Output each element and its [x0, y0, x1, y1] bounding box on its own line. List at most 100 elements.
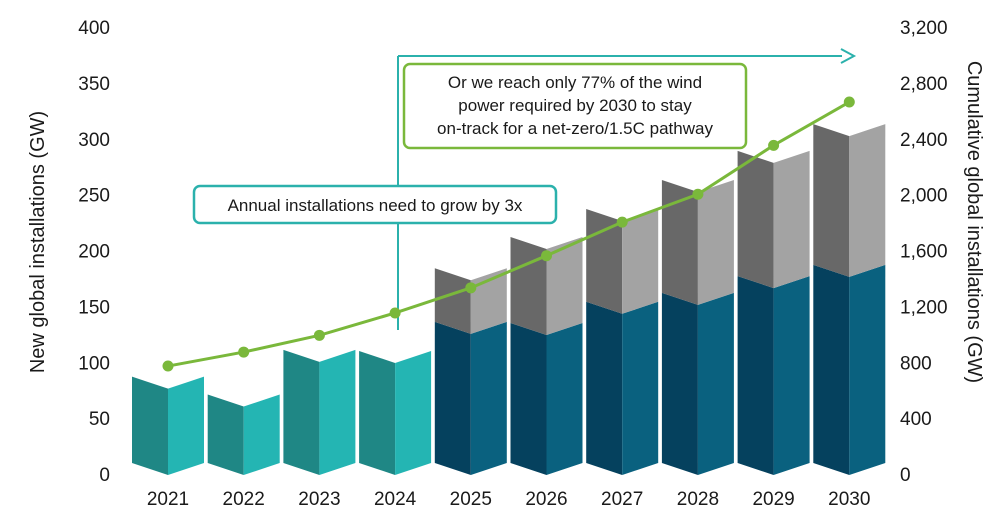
cumulative-point-2028	[692, 188, 704, 200]
bar-additional-2026-left-face	[510, 236, 547, 336]
x-tick-label-2030: 2030	[828, 489, 870, 510]
bar-additional-2028-right-face	[697, 179, 734, 305]
bar-additional-2028-left-face	[661, 179, 698, 305]
bar-historical-2021-right-face	[168, 376, 204, 475]
left-tick-label: 400	[78, 18, 110, 39]
right-tick-label: 800	[900, 353, 932, 374]
callout-shortfall-line-2: power required by 2030 to stay	[458, 96, 692, 115]
bar-projected-2029-right-face	[773, 276, 810, 475]
left-axis-ticks: 0 50 100 150 200 250 300 350 400	[78, 18, 110, 486]
right-tick-label: 1,600	[900, 242, 948, 263]
x-tick-label-2025: 2025	[450, 489, 492, 510]
right-tick-label: 2,800	[900, 74, 948, 95]
x-tick-label-2023: 2023	[298, 489, 340, 510]
left-tick-label: 300	[78, 130, 110, 151]
right-axis-ticks: 0 400 800 1,200 1,600 2,000 2,400 2,800 3,200	[900, 18, 948, 486]
bar-historical-2024-left-face	[359, 350, 396, 475]
bar-projected-2027	[586, 301, 659, 475]
right-tick-label: 3,200	[900, 18, 948, 39]
bar-projected-2029	[737, 276, 810, 475]
x-tick-label-2029: 2029	[752, 489, 794, 510]
bar-historical-2024	[359, 350, 432, 475]
bar-additional-2026	[510, 236, 583, 336]
bar-additional-2029-right-face	[773, 150, 810, 289]
bar-projected-2030-right-face	[849, 264, 886, 475]
bar-historical-2022-right-face	[243, 394, 280, 475]
cumulative-point-2025	[465, 282, 477, 294]
bar-historical-2022-left-face	[207, 394, 244, 475]
left-tick-label: 100	[78, 353, 110, 374]
bar-additional-2029	[737, 150, 810, 289]
callout-shortfall-line-3: on-track for a net-zero/1.5C pathway	[437, 119, 713, 138]
bar-projected-2030-left-face	[813, 264, 850, 475]
bar-additional-2030	[813, 124, 886, 277]
bar-additional-2025-left-face	[434, 268, 471, 334]
bar-additional-2029-left-face	[737, 150, 774, 289]
left-tick-label: 350	[78, 74, 110, 95]
bar-projected-2027-right-face	[622, 301, 659, 475]
bar-projected-2027-left-face	[586, 301, 623, 475]
cumulative-point-2022	[238, 346, 250, 358]
callout-growth-box	[192, 184, 558, 225]
left-axis-title: New global installations (GW)	[27, 111, 49, 373]
bar-historical-2023-left-face	[283, 349, 320, 475]
cumulative-point-2030	[843, 96, 855, 108]
bar-projected-2025-left-face	[434, 321, 471, 475]
x-axis-ticks: 2021 2022 2023 2024 2025 2026 2027 2028 2029 2030	[147, 489, 871, 510]
bar-historical-2021-left-face	[132, 376, 168, 475]
bar-historical-2021	[132, 376, 204, 475]
bars-group	[132, 124, 886, 475]
x-tick-label-2027: 2027	[601, 489, 643, 510]
bar-historical-2023-right-face	[319, 349, 356, 475]
cumulative-line-group	[162, 96, 855, 372]
cumulative-point-2029	[768, 139, 780, 151]
bar-additional-2028	[661, 179, 734, 305]
x-tick-label-2022: 2022	[223, 489, 265, 510]
bar-projected-2029-left-face	[737, 276, 774, 475]
bar-projected-2025-right-face	[470, 321, 507, 475]
callout-shortfall-box	[402, 62, 748, 150]
cumulative-point-2026	[541, 250, 552, 262]
bar-projected-2028	[661, 292, 734, 475]
bar-additional-2026-right-face	[546, 236, 583, 336]
right-axis-title: Cumulative global installations (GW)	[963, 61, 985, 383]
cumulative-point-2027	[616, 216, 628, 228]
bar-historical-2022	[207, 394, 280, 475]
x-tick-label-2021: 2021	[147, 489, 189, 510]
left-tick-label: 250	[78, 186, 110, 207]
arrow-head	[840, 48, 857, 64]
bar-projected-2025	[434, 321, 507, 475]
cumulative-point-2024	[389, 307, 401, 319]
bar-projected-2028-right-face	[697, 292, 734, 475]
left-tick-label: 0	[99, 465, 110, 486]
bar-additional-2027-right-face	[622, 209, 659, 314]
callout-shortfall-line-1: Or we reach only 77% of the wind	[448, 73, 702, 92]
bar-projected-2026-right-face	[546, 323, 583, 475]
left-tick-label: 150	[78, 297, 110, 318]
bar-additional-2030-left-face	[813, 124, 850, 277]
right-tick-label: 0	[900, 465, 911, 486]
cumulative-point-2021	[162, 360, 174, 372]
right-tick-label: 2,400	[900, 130, 948, 151]
callout-shortfall: Or we reach only 77% of the wind power r…	[402, 62, 748, 150]
bar-projected-2030	[813, 264, 886, 475]
right-tick-label: 400	[900, 409, 932, 430]
callout-growth-text: Annual installations need to grow by 3x	[228, 196, 523, 215]
bar-historical-2023	[283, 349, 356, 475]
bar-projected-2026	[510, 323, 583, 475]
x-tick-label-2028: 2028	[677, 489, 719, 510]
right-tick-label: 1,200	[900, 297, 948, 318]
callout-growth: Annual installations need to grow by 3x	[192, 184, 558, 225]
cumulative-point-2023	[313, 329, 325, 341]
x-tick-label-2026: 2026	[525, 489, 567, 510]
left-tick-label: 200	[78, 242, 110, 263]
bar-historical-2024-right-face	[395, 350, 432, 475]
x-tick-label-2024: 2024	[374, 489, 417, 510]
cumulative-line	[167, 100, 851, 368]
right-tick-label: 2,000	[900, 186, 948, 207]
bar-projected-2028-left-face	[661, 292, 698, 475]
left-tick-label: 50	[89, 409, 110, 430]
bar-additional-2030-right-face	[849, 124, 886, 277]
